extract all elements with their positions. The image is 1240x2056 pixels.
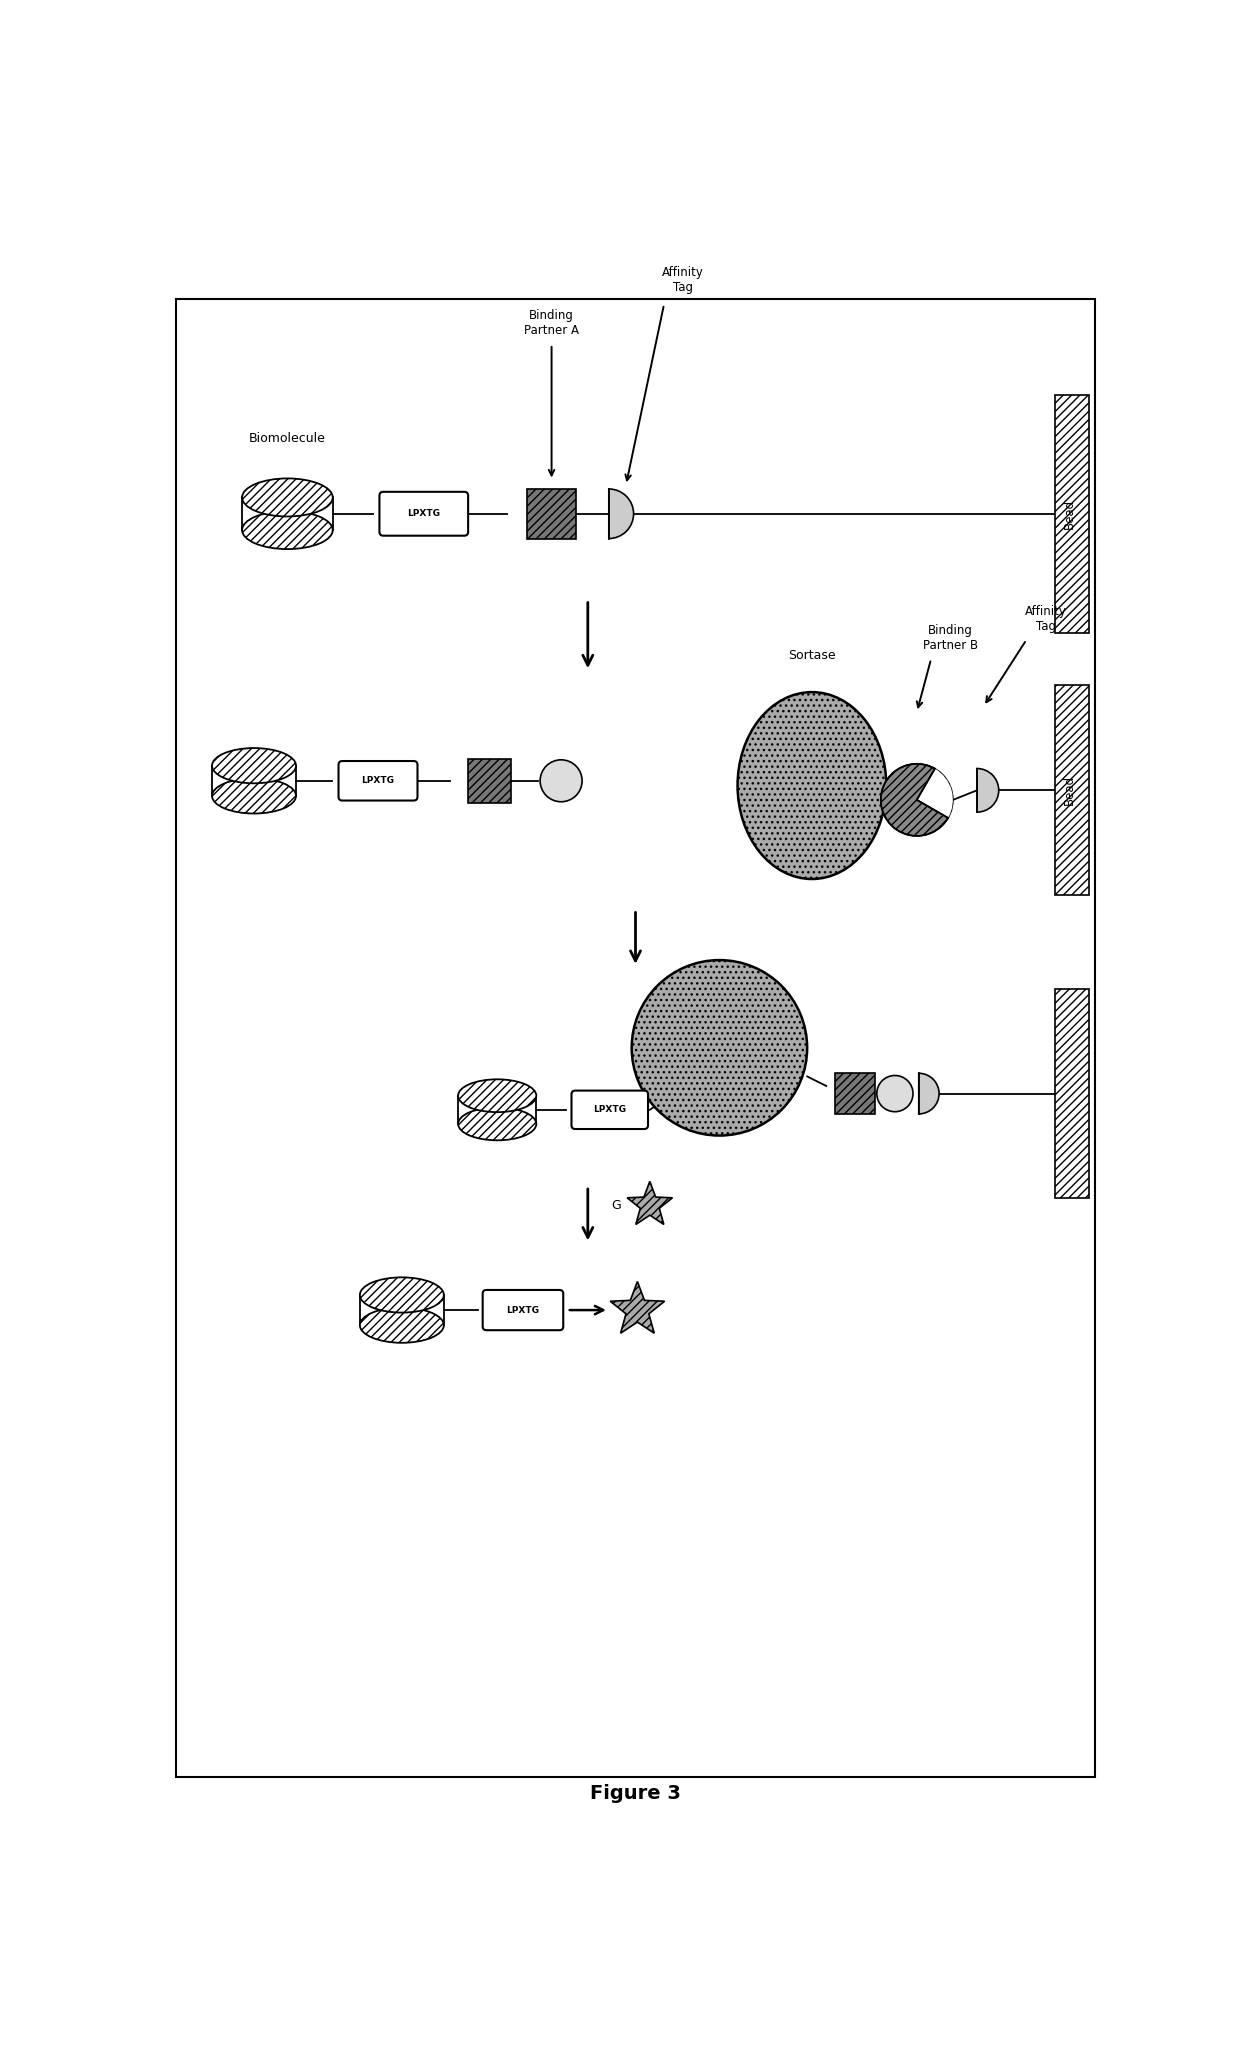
- Text: Binding
Partner A: Binding Partner A: [525, 308, 579, 337]
- Circle shape: [631, 960, 807, 1135]
- Bar: [1055, 989, 1089, 1199]
- Bar: [1055, 395, 1089, 633]
- Wedge shape: [916, 769, 952, 818]
- Bar: [835, 1073, 875, 1114]
- Circle shape: [877, 1075, 913, 1112]
- Text: Biomolecule: Biomolecule: [249, 432, 326, 444]
- Circle shape: [541, 761, 582, 802]
- Circle shape: [880, 765, 952, 837]
- FancyBboxPatch shape: [482, 1289, 563, 1330]
- Polygon shape: [627, 1182, 672, 1225]
- Text: Affinity
Tag: Affinity Tag: [1024, 604, 1066, 633]
- FancyBboxPatch shape: [572, 1090, 649, 1129]
- Wedge shape: [609, 489, 634, 539]
- FancyBboxPatch shape: [379, 491, 469, 537]
- Ellipse shape: [458, 1108, 537, 1141]
- Text: Figure 3: Figure 3: [590, 1785, 681, 1803]
- Text: G: G: [611, 1199, 621, 1211]
- Text: Bead: Bead: [1063, 500, 1076, 528]
- Wedge shape: [977, 769, 998, 812]
- Ellipse shape: [212, 779, 296, 814]
- Ellipse shape: [242, 479, 332, 516]
- Text: LPXTG: LPXTG: [593, 1106, 626, 1114]
- Text: Binding
Partner B: Binding Partner B: [923, 625, 978, 652]
- Bar: [527, 489, 577, 539]
- Ellipse shape: [242, 512, 332, 549]
- Text: LPXTG: LPXTG: [362, 777, 394, 785]
- Text: Affinity
Tag: Affinity Tag: [662, 267, 704, 294]
- FancyBboxPatch shape: [339, 761, 418, 800]
- Text: LPXTG: LPXTG: [506, 1306, 539, 1314]
- Polygon shape: [610, 1281, 665, 1332]
- Ellipse shape: [360, 1277, 444, 1312]
- Wedge shape: [919, 1073, 939, 1114]
- Text: LPXTG: LPXTG: [407, 510, 440, 518]
- Ellipse shape: [458, 1079, 537, 1112]
- Ellipse shape: [360, 1308, 444, 1343]
- Bar: [1055, 685, 1089, 894]
- Ellipse shape: [738, 693, 887, 880]
- Bar: [467, 759, 511, 802]
- Text: Sortase: Sortase: [789, 648, 836, 662]
- Text: Bead: Bead: [1063, 775, 1076, 806]
- Ellipse shape: [212, 748, 296, 783]
